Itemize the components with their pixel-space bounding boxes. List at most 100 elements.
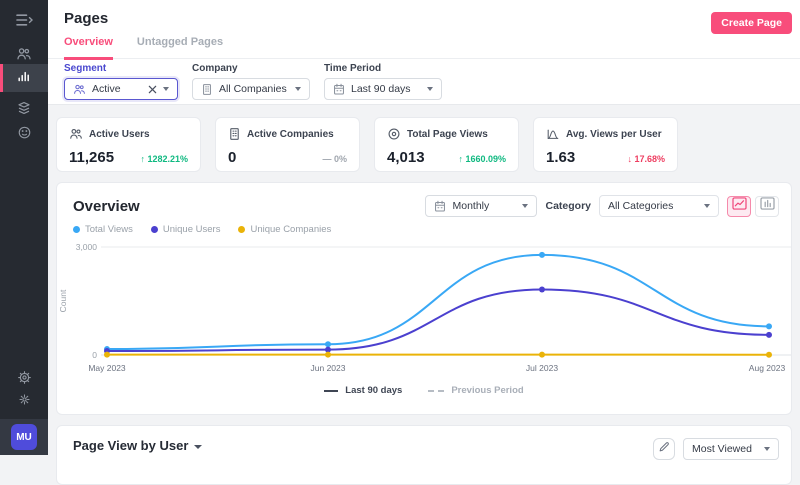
chevron-down-icon: [522, 204, 528, 208]
preferences-button[interactable]: [0, 387, 48, 411]
sidebar-item-layers[interactable]: [0, 96, 48, 120]
building-icon: [201, 83, 213, 96]
bar-chart-icon: [760, 197, 775, 215]
sort-value: Most Viewed: [692, 443, 758, 455]
building-icon: [228, 127, 241, 141]
category-value: All Categories: [608, 200, 698, 212]
company-select[interactable]: All Companies: [192, 78, 310, 100]
segment-select[interactable]: Active: [64, 78, 178, 100]
stat-label: Avg. Views per User: [566, 129, 662, 140]
user-avatar[interactable]: MU: [11, 424, 37, 450]
page-view-title: Page View by User: [73, 438, 188, 453]
stat-value: 11,265: [69, 149, 114, 166]
bell-curve-icon: [546, 127, 560, 141]
data-point[interactable]: [325, 352, 331, 358]
sidebar-item-feedback[interactable]: [0, 120, 48, 144]
create-page-button[interactable]: Create Page: [711, 12, 792, 34]
series-label: Unique Users: [163, 224, 221, 235]
filter-bar: Segment Active Company: [64, 63, 442, 100]
line-chart-icon: [732, 197, 747, 215]
sidebar-item-analytics-active[interactable]: [0, 64, 48, 92]
tab-bar: Overview Untagged Pages: [48, 36, 800, 59]
clear-icon[interactable]: [148, 85, 157, 94]
page-view-by-user-card: Page View by User Most Viewed: [56, 425, 792, 485]
segment-filter-label: Segment: [64, 63, 178, 74]
data-point[interactable]: [766, 332, 772, 338]
period-legend: Last 90 days Previous Period: [57, 385, 791, 396]
stats-row: Active Users 11,265 ↑ 1282.21% Active Co…: [56, 117, 792, 172]
page-view-title-dropdown[interactable]: Page View by User: [73, 438, 653, 453]
users-icon: [69, 127, 83, 141]
data-point[interactable]: [766, 352, 772, 358]
users-icon: [16, 46, 32, 62]
x-tick-label: Aug 2023: [749, 363, 786, 373]
menu-expand-button[interactable]: [0, 8, 48, 32]
period-label: Previous Period: [451, 385, 523, 396]
page-title: Pages: [64, 10, 108, 27]
line-chart-toggle-button[interactable]: [727, 196, 751, 217]
stat-value: 1.63: [546, 149, 575, 166]
legend-last-90-days[interactable]: Last 90 days: [324, 385, 402, 396]
solid-line-swatch: [324, 390, 338, 392]
segment-filter: Segment Active: [64, 63, 178, 100]
legend-item-unique-companies[interactable]: Unique Companies: [238, 224, 331, 235]
chevron-down-icon: [704, 204, 710, 208]
x-tick-label: May 2023: [88, 363, 126, 373]
stat-value: 0: [228, 149, 236, 166]
sidebar: MU: [0, 0, 48, 455]
data-point[interactable]: [325, 341, 331, 347]
y-tick-label: 0: [92, 350, 97, 360]
period-label: Last 90 days: [345, 385, 402, 396]
calendar-icon: [434, 200, 446, 213]
chevron-down-icon: [764, 447, 770, 451]
bar-chart-toggle-button[interactable]: [755, 196, 779, 217]
stat-card-active-companies: Active Companies 0 — 0%: [215, 117, 360, 172]
edit-button[interactable]: [653, 438, 675, 460]
company-value: All Companies: [219, 83, 289, 95]
stat-delta: ↑ 1660.09%: [458, 154, 506, 164]
category-select[interactable]: All Categories: [599, 195, 719, 217]
series-label: Unique Companies: [250, 224, 331, 235]
series-legend: Total Views Unique Users Unique Companie…: [57, 224, 791, 235]
overview-title: Overview: [73, 198, 425, 215]
settings-button[interactable]: [0, 365, 48, 389]
stat-delta: ↓ 17.68%: [627, 154, 665, 164]
data-point[interactable]: [539, 286, 545, 292]
chevron-down-icon: [295, 87, 301, 91]
chevron-down-icon: [194, 445, 202, 449]
stat-delta: ↑ 1282.21%: [140, 154, 188, 164]
granularity-select[interactable]: Monthly: [425, 195, 537, 217]
bar-chart-icon: [16, 68, 32, 89]
line-chart[interactable]: 03,000CountMay 2023Jun 2023Jul 2023Aug 2…: [57, 237, 793, 385]
data-point[interactable]: [766, 323, 772, 329]
layers-icon: [16, 100, 32, 116]
data-point[interactable]: [104, 352, 110, 358]
sidebar-item-users[interactable]: [0, 42, 48, 66]
cog-icon: [18, 393, 31, 406]
stat-card-active-users: Active Users 11,265 ↑ 1282.21%: [56, 117, 201, 172]
chevron-down-icon: [163, 87, 169, 91]
tab-untagged-pages[interactable]: Untagged Pages: [137, 36, 223, 58]
stat-delta: — 0%: [322, 154, 347, 164]
stat-label: Active Companies: [247, 129, 334, 140]
legend-previous-period[interactable]: Previous Period: [428, 385, 523, 396]
overview-card: Overview Monthly Category All Categories: [56, 182, 792, 415]
y-tick-label: 3,000: [76, 242, 98, 252]
legend-item-unique-users[interactable]: Unique Users: [151, 224, 221, 235]
time-period-filter-label: Time Period: [324, 63, 442, 74]
series-dot: [151, 226, 158, 233]
legend-item-total-views[interactable]: Total Views: [73, 224, 133, 235]
chart-type-toggle: [727, 196, 779, 217]
time-period-select[interactable]: Last 90 days: [324, 78, 442, 100]
chevron-down-icon: [427, 87, 433, 91]
data-point[interactable]: [539, 352, 545, 358]
user-strip: MU: [0, 419, 48, 455]
time-period-filter: Time Period Last 90 days: [324, 63, 442, 100]
gear-icon: [17, 370, 32, 385]
eye-icon: [387, 127, 401, 141]
data-point[interactable]: [539, 252, 545, 258]
sort-select[interactable]: Most Viewed: [683, 438, 779, 460]
tab-overview[interactable]: Overview: [64, 36, 113, 60]
category-label: Category: [545, 200, 591, 212]
stat-value: 4,013: [387, 149, 425, 166]
